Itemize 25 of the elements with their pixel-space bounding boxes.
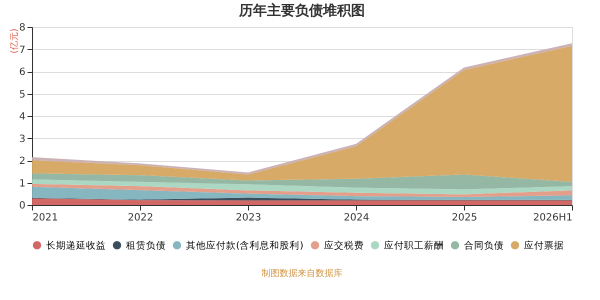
- legend-label: 合同负债: [464, 239, 504, 252]
- x-tick-label: 2021: [32, 212, 58, 224]
- legend-label: 其他应付款(含利息和股利): [186, 239, 304, 252]
- legend-label: 应付职工薪酬: [384, 239, 444, 252]
- y-tick-label: 0: [19, 200, 26, 212]
- y-tick-label: 7: [19, 44, 26, 56]
- y-tick-label: 2: [19, 156, 26, 167]
- legend-label: 应付票据: [524, 239, 564, 252]
- y-tick-label: 6: [19, 67, 26, 78]
- legend-label: 长期递延收益: [46, 239, 106, 252]
- text: 制图数据来自数据库: [262, 268, 342, 279]
- y-tick-label: 3: [19, 134, 26, 145]
- y-tick-label: 8: [19, 22, 26, 34]
- x-tick-label: 2026H1: [533, 212, 572, 224]
- y-tick-label: 5: [19, 89, 26, 100]
- y-tick-label: 4: [19, 112, 26, 122]
- x-tick-label: 2024: [344, 212, 370, 224]
- legend-label: 应交税费: [324, 239, 364, 252]
- y-tick-label: 1: [19, 178, 26, 190]
- x-tick-label: 2022: [128, 212, 154, 224]
- legend-label: 租赁负债: [126, 239, 166, 252]
- x-tick-label: 2025: [452, 212, 478, 224]
- y-axis-title: (亿元): [9, 28, 20, 54]
- x-tick-label: 2023: [236, 212, 262, 224]
- chart-title: 历年主要负债堆积图: [238, 2, 365, 19]
